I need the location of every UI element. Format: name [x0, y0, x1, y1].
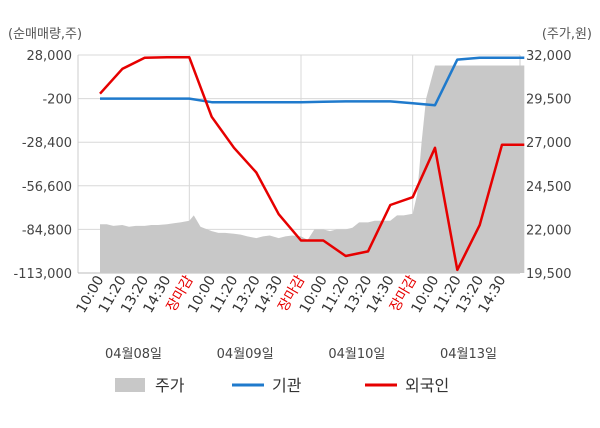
- left-tick-label: 28,000: [27, 49, 73, 64]
- flow-line-layer: [99, 56, 525, 272]
- left-tick-label: -200: [42, 93, 72, 108]
- left-axis-ticks: 28,000 -200 -28,400 -56,600 -84,800 -113,000: [14, 49, 72, 282]
- legend-label: 기관: [272, 376, 302, 395]
- right-axis-unit: (주가,원): [542, 27, 592, 42]
- legend-label: 외국인: [405, 376, 449, 395]
- series-line-외국인: [99, 56, 525, 272]
- legend: 주가 기관 외국인: [115, 376, 449, 395]
- left-tick-label: -28,400: [22, 136, 72, 151]
- right-tick-label: 24,500: [526, 180, 572, 195]
- legend-label: 주가: [155, 376, 185, 395]
- date-label: 04월09일: [217, 347, 274, 362]
- date-label: 04월13일: [440, 347, 497, 362]
- right-tick-label: 19,500: [526, 267, 572, 282]
- price-area-layer: [100, 65, 525, 273]
- left-axis-unit: (순매매량,주): [8, 27, 82, 42]
- series-area-주가: [100, 65, 525, 273]
- right-tick-label: 32,000: [526, 49, 572, 64]
- date-labels: 04월08일 04월09일 04월10일 04월13일: [105, 347, 497, 362]
- date-label: 04월10일: [328, 347, 385, 362]
- legend-swatch: [115, 378, 145, 392]
- right-tick-label: 22,000: [526, 223, 572, 238]
- right-tick-label: 29,500: [526, 93, 572, 108]
- right-tick-label: 27,000: [526, 136, 572, 151]
- left-tick-label: -84,800: [22, 223, 72, 238]
- date-label: 04월08일: [105, 347, 162, 362]
- series-line-기관: [100, 56, 525, 107]
- left-tick-label: -113,000: [14, 267, 72, 282]
- x-axis-ticks: 10:0011:2013:2014:30장마감10:0011:2013:2014…: [73, 273, 509, 316]
- right-axis-ticks: 32,000 29,500 27,000 24,500 22,000 19,500: [526, 49, 572, 282]
- left-tick-label: -56,600: [22, 180, 72, 195]
